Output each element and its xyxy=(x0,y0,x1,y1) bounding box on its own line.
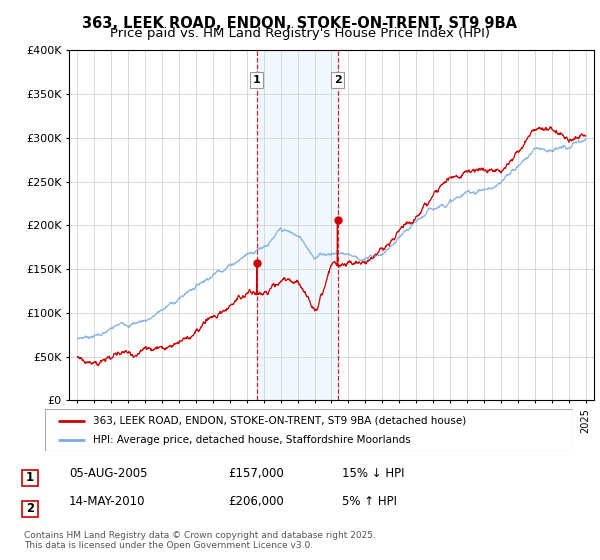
Text: Contains HM Land Registry data © Crown copyright and database right 2025.
This d: Contains HM Land Registry data © Crown c… xyxy=(24,530,376,550)
Text: 5% ↑ HPI: 5% ↑ HPI xyxy=(342,494,397,508)
Text: 363, LEEK ROAD, ENDON, STOKE-ON-TRENT, ST9 9BA (detached house): 363, LEEK ROAD, ENDON, STOKE-ON-TRENT, S… xyxy=(92,416,466,426)
Bar xyxy=(22,501,38,517)
Text: 2: 2 xyxy=(26,502,34,515)
Text: 2: 2 xyxy=(334,75,341,85)
Text: HPI: Average price, detached house, Staffordshire Moorlands: HPI: Average price, detached house, Staf… xyxy=(92,435,410,445)
Text: 05-AUG-2005: 05-AUG-2005 xyxy=(69,466,148,480)
Text: £157,000: £157,000 xyxy=(228,466,284,480)
Text: 363, LEEK ROAD, ENDON, STOKE-ON-TRENT, ST9 9BA: 363, LEEK ROAD, ENDON, STOKE-ON-TRENT, S… xyxy=(83,16,517,31)
Text: 15% ↓ HPI: 15% ↓ HPI xyxy=(342,466,404,480)
Text: 14-MAY-2010: 14-MAY-2010 xyxy=(69,494,146,508)
Text: £206,000: £206,000 xyxy=(228,494,284,508)
Text: 1: 1 xyxy=(253,75,260,85)
Text: Price paid vs. HM Land Registry's House Price Index (HPI): Price paid vs. HM Land Registry's House … xyxy=(110,27,490,40)
Text: 1: 1 xyxy=(26,471,34,484)
Bar xyxy=(22,469,38,486)
Bar xyxy=(257,50,338,400)
